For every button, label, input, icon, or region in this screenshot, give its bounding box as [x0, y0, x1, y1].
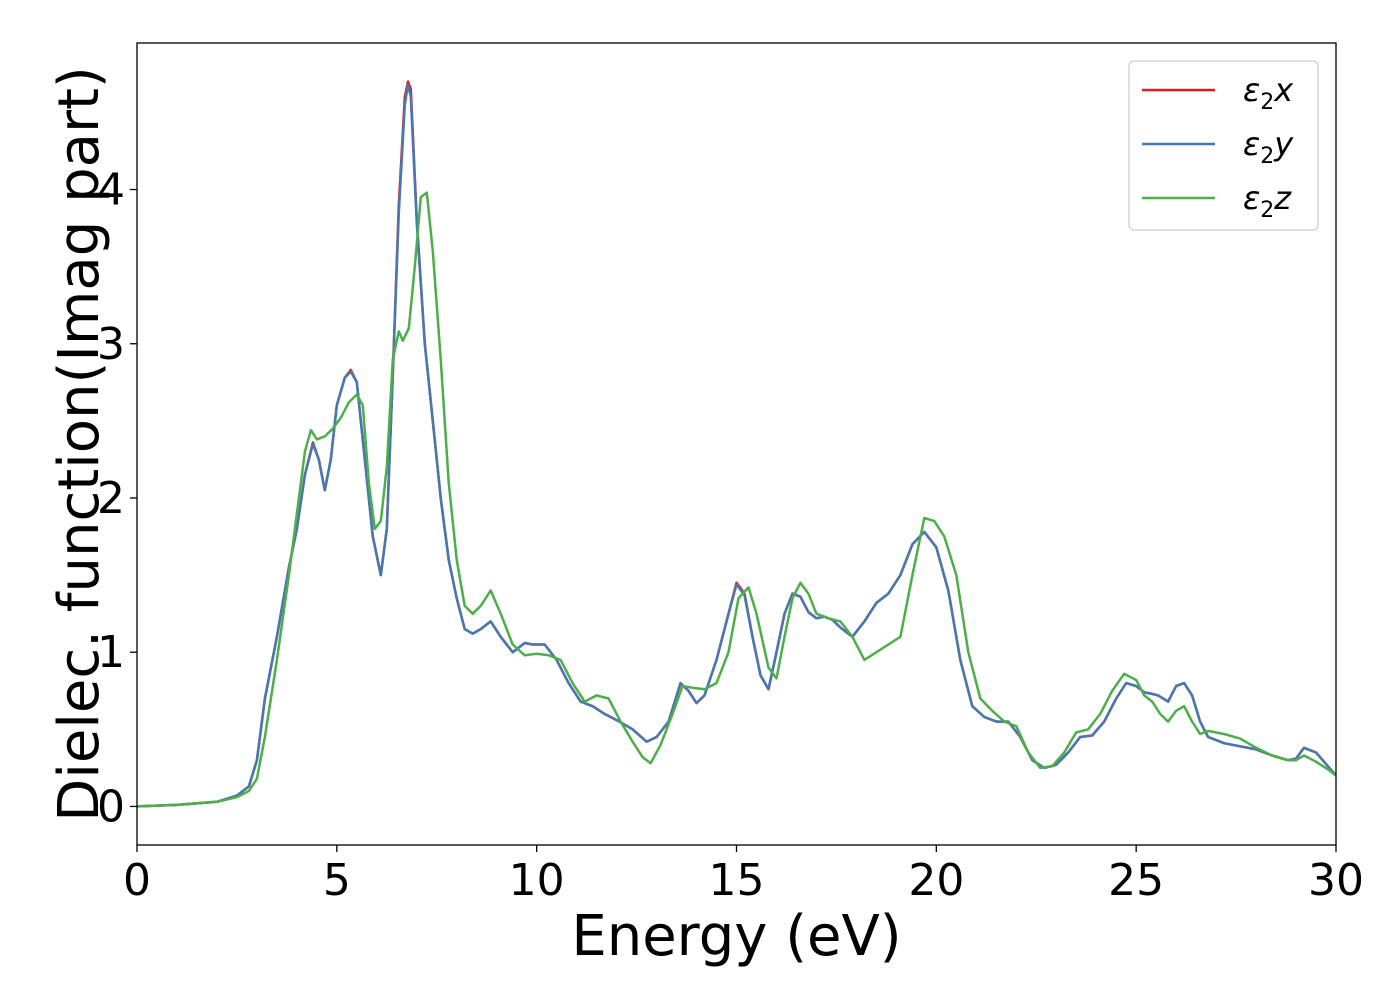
x-tick-label: 15 — [709, 855, 765, 906]
y-tick-label: 4 — [97, 165, 125, 216]
series-line-z — [137, 191, 1336, 808]
y-tick-label: 0 — [97, 781, 125, 832]
y-axis: 0 1 2 3 4 — [97, 165, 137, 832]
x-tick-label: 25 — [1108, 855, 1164, 906]
legend-entry-z: ε2z — [1243, 179, 1292, 223]
x-tick-label: 0 — [123, 855, 151, 906]
x-axis: 0 5 10 15 20 25 30 — [123, 845, 1364, 906]
y-tick-label: 3 — [97, 319, 125, 370]
x-tick-label: 30 — [1308, 855, 1364, 906]
series-layer — [137, 80, 1336, 808]
legend-entry-y: ε2y — [1243, 125, 1294, 169]
legend-box — [1128, 60, 1319, 231]
x-axis-label: Energy (eV) — [571, 904, 901, 969]
legend: ε2x ε2y ε2z — [1128, 60, 1319, 231]
x-tick-label: 10 — [509, 855, 565, 906]
y-axis-label: Dielec. function(Imag part) — [47, 66, 112, 822]
x-tick-label: 5 — [323, 855, 351, 906]
x-tick-label: 20 — [908, 855, 964, 906]
legend-entry-x: ε2x — [1243, 71, 1294, 115]
series-line-y — [137, 83, 1336, 808]
y-tick-label: 2 — [97, 473, 125, 524]
y-tick-label: 1 — [97, 627, 125, 678]
